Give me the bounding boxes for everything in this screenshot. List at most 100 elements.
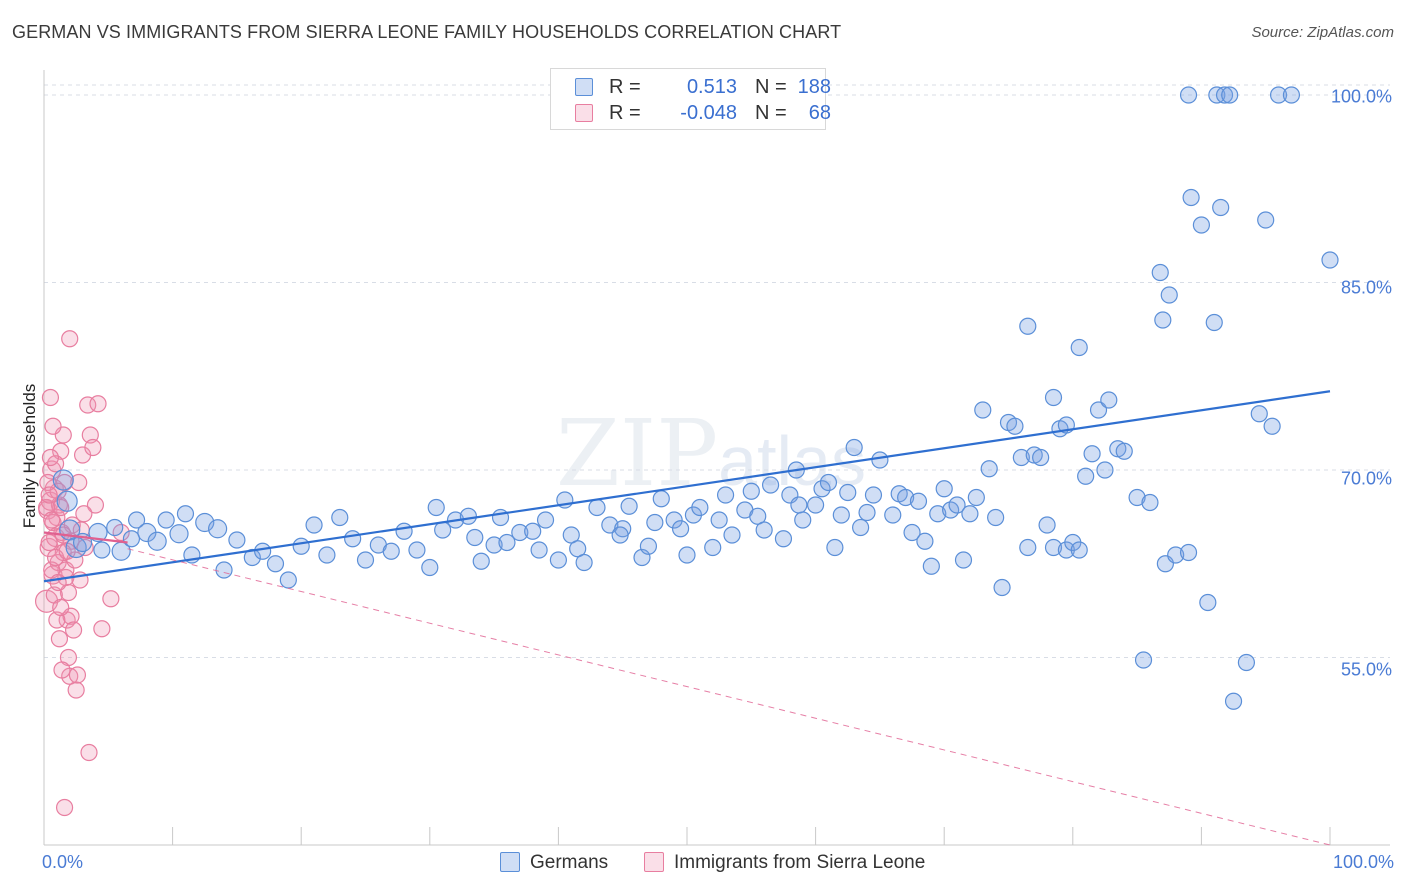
sierra-leone-point <box>81 426 99 444</box>
germans-point <box>530 541 548 559</box>
germans-point <box>678 546 696 564</box>
germans-point <box>549 551 568 569</box>
axes <box>43 70 1390 846</box>
germans-point <box>1044 388 1063 407</box>
germans-point <box>1215 86 1234 104</box>
germans-point <box>466 528 484 547</box>
germans-point <box>1205 313 1223 332</box>
germans-point <box>749 507 767 525</box>
germans-point <box>1250 405 1268 423</box>
germans-point <box>344 530 362 548</box>
germans-point <box>292 537 310 555</box>
germans-point <box>421 558 439 577</box>
sierra-leone-point <box>61 330 79 348</box>
germans-point <box>826 538 844 557</box>
germans-point <box>954 551 973 569</box>
germans-point <box>1089 401 1108 419</box>
sierra-leone-point <box>55 798 74 817</box>
germans-point <box>1154 311 1172 329</box>
germans-point <box>56 490 78 512</box>
germans-point <box>601 516 619 534</box>
y-tick-70: 70.0% <box>1340 468 1392 489</box>
germans-point <box>1257 211 1275 229</box>
germans-point <box>569 540 587 558</box>
germans-point <box>588 498 606 517</box>
legend-r-value: 0.513 <box>686 76 737 98</box>
germans-point <box>208 519 228 539</box>
germans-point <box>1019 538 1037 557</box>
germans-point <box>1160 286 1178 304</box>
germans-point <box>1221 86 1239 104</box>
germans-point <box>671 520 690 538</box>
germans-point <box>704 538 722 557</box>
germans-point <box>65 536 87 559</box>
germans-point <box>395 522 413 540</box>
y-tick-100: 100.0% <box>1330 86 1392 107</box>
sierra-leone-point <box>34 589 59 613</box>
germans-point <box>742 482 760 500</box>
germans-point <box>93 541 111 559</box>
germans-point <box>1167 546 1185 564</box>
germans-point <box>884 506 902 524</box>
germans-point <box>427 498 445 517</box>
germans-point <box>1070 541 1088 559</box>
germans-point <box>710 511 728 529</box>
germans-point <box>106 518 124 537</box>
germans-point <box>922 557 940 575</box>
germans-point <box>1044 538 1063 557</box>
sierra-leone-point <box>39 537 59 558</box>
germans-point <box>790 496 808 514</box>
sierra-leone-point <box>40 486 58 504</box>
watermark-main: ZIP <box>556 400 719 507</box>
sierra-leone-point <box>80 743 98 762</box>
germans-point <box>1038 516 1056 534</box>
legend-n-label: N = <box>755 76 787 98</box>
germans-point <box>839 483 857 502</box>
germans-point <box>903 523 921 542</box>
germans-point <box>1179 86 1198 104</box>
germans-point <box>575 553 593 572</box>
germans-point <box>639 537 658 555</box>
germans-point <box>993 578 1011 597</box>
x-tick-min: 0.0% <box>42 852 84 872</box>
germans-point <box>459 507 477 525</box>
germans-point <box>1006 417 1024 435</box>
sierra-leone-trend-extended <box>127 548 1331 846</box>
germans-point <box>871 451 889 469</box>
germans-point <box>961 505 979 523</box>
germans-point <box>305 516 323 534</box>
germans-point <box>935 480 953 498</box>
germans-point <box>987 508 1005 527</box>
germans-point <box>1263 417 1281 435</box>
germans-point <box>408 541 426 559</box>
bottom-legend-sierra-leone: Immigrants from Sierra Leone <box>644 852 925 874</box>
germans-point <box>88 522 108 543</box>
germans-point <box>52 469 74 491</box>
germans-point <box>967 488 985 507</box>
germans-point <box>897 488 915 507</box>
germans-point <box>169 524 189 544</box>
germans-point <box>266 555 285 573</box>
bottom-legend-swatch-pink <box>644 852 664 872</box>
germans-point <box>472 552 490 570</box>
germans-point <box>1282 86 1301 104</box>
sierra-leone-point <box>75 505 93 523</box>
sierra-leone-point <box>53 661 71 679</box>
y-tick-85: 85.0% <box>1340 277 1392 298</box>
germans-point <box>864 486 883 504</box>
germans-point <box>1083 445 1101 463</box>
germans-point <box>536 511 555 529</box>
sierra-leone-point <box>84 438 102 457</box>
bottom-legend-germans: Germans <box>500 852 608 874</box>
sierra-leone-point <box>59 583 78 602</box>
germans-point <box>1269 86 1288 104</box>
legend-n-value: 188 <box>797 76 831 98</box>
germans-point <box>1151 263 1169 282</box>
germans-point <box>652 490 670 508</box>
sierra-leone-point <box>44 417 62 435</box>
germans-point <box>806 496 825 514</box>
series-sierra-leone-points <box>34 330 130 817</box>
germans-point <box>215 561 233 579</box>
sierra-leone-point <box>102 590 120 608</box>
germans-point <box>485 536 503 554</box>
